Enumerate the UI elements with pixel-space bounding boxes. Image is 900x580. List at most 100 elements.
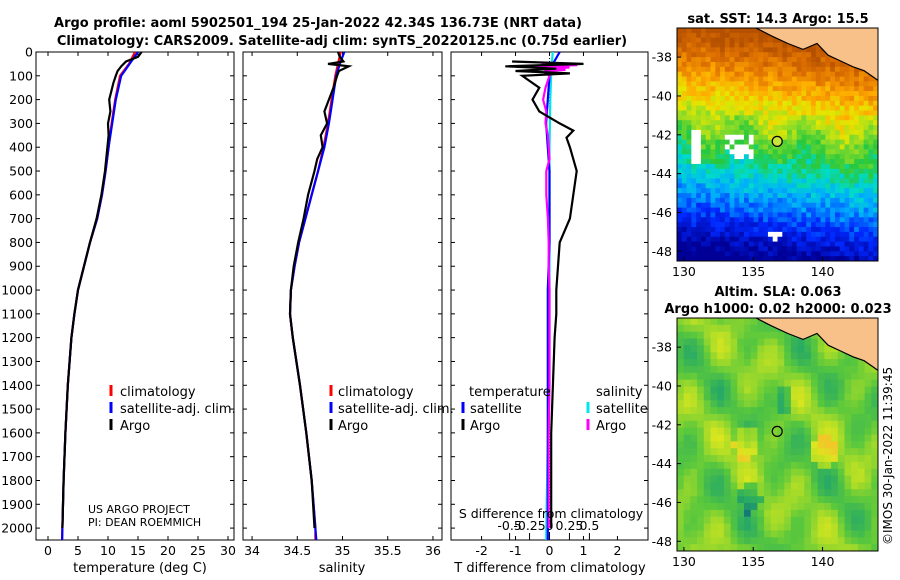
sla-map-cell <box>770 407 779 415</box>
sst-map-cell <box>791 168 798 175</box>
sla-map-cell <box>837 489 846 497</box>
sst-map-cell <box>791 66 798 73</box>
sst-map-cell <box>739 81 745 87</box>
sst-map-cell <box>700 52 707 58</box>
difference-xtick-label: 0 <box>546 543 554 558</box>
sla-map-cell <box>730 379 738 388</box>
sst-map-cell <box>734 66 740 73</box>
sla-map-cell <box>690 503 698 511</box>
sla-map-cell <box>844 461 852 470</box>
sst-map-cell <box>796 217 803 223</box>
sla-map-cell <box>717 448 725 456</box>
sla-map-cell <box>797 365 805 374</box>
sst-map-cell <box>815 202 822 209</box>
sst-map-cell <box>796 134 803 141</box>
sst-map-cell <box>767 37 774 44</box>
sla-map-cell <box>757 496 765 504</box>
sst-map-cell <box>854 149 860 155</box>
sla-map-cell <box>757 461 765 470</box>
sla-map-cell <box>764 523 772 532</box>
sst-map-cell <box>677 144 683 150</box>
sst-map-cell <box>787 222 793 228</box>
sst-map-cell <box>734 178 740 184</box>
sla-map-cell <box>744 318 752 326</box>
sla-map-cell <box>750 413 758 422</box>
sst-map-cell <box>839 207 846 214</box>
sla-map-cell <box>683 359 691 367</box>
sla-map-cell <box>837 523 846 532</box>
sst-map-cell <box>787 154 793 160</box>
sla-map-cell <box>784 345 792 353</box>
sst-map-cell <box>729 202 736 209</box>
sla-map-cell <box>857 359 866 367</box>
sst-map-cell <box>734 241 740 248</box>
sst-map-cell <box>854 120 860 126</box>
sla-map-cell <box>844 503 852 511</box>
sst-map-cell <box>696 154 702 160</box>
sla-map-cell <box>857 482 866 490</box>
sla-map-cell <box>811 413 819 422</box>
sst-map-cell <box>782 66 788 73</box>
sst-map-cell <box>677 129 683 136</box>
sla-map-cell <box>871 503 878 511</box>
sla-map-cell <box>804 372 812 381</box>
sst-map-cell <box>696 212 702 218</box>
sst-map-cell <box>791 149 798 155</box>
sst-map-cell <box>700 95 707 102</box>
sst-map-cell <box>825 144 831 150</box>
sst-map-cell <box>710 241 716 248</box>
sla-map-cell <box>790 509 799 518</box>
sla-map-cell <box>851 379 859 388</box>
sst-map-cell <box>854 251 860 257</box>
sla-map-cell <box>770 379 779 388</box>
sla-map-cell <box>851 475 859 484</box>
sst-map-cell <box>815 178 822 184</box>
sst-map-cell <box>782 86 788 92</box>
sst-map-cell <box>772 144 779 150</box>
diff-legend-s-argo: Argo <box>596 419 626 434</box>
sla-map-cell <box>857 496 866 504</box>
sst-map-cell <box>691 110 697 116</box>
sst-map-cell <box>858 71 865 78</box>
sst-map-cell <box>758 66 764 73</box>
sst-map-cell <box>834 110 841 116</box>
sst-map-cell <box>710 193 716 199</box>
temperature-ytick-label: 1100 <box>1 306 33 321</box>
sst-map-cell <box>858 81 865 87</box>
sla-map-cell <box>690 441 698 449</box>
sst-map-cell <box>677 42 683 49</box>
sst-map-cell <box>767 115 774 121</box>
sla-map-cell <box>764 372 772 381</box>
sst-map-cell <box>763 241 769 248</box>
sst-map-cell <box>744 207 750 214</box>
sst-map-cell <box>820 66 826 73</box>
sst-map-cell <box>753 207 759 214</box>
sst-map-cell <box>806 100 812 107</box>
sla-map-cell <box>824 523 832 532</box>
sst-map-cell <box>744 159 750 165</box>
sla-map-cell <box>703 345 712 353</box>
sst-map-cell <box>791 188 798 194</box>
salinity-panel: 34 34.5 35 35.5 36 <box>242 51 443 558</box>
sla-map-cell <box>717 530 725 538</box>
sst-map-coastline <box>755 28 878 81</box>
sst-map-cell <box>753 86 759 92</box>
sst-map-cell <box>854 154 860 160</box>
sst-map-cell <box>763 256 769 261</box>
sst-map-cell <box>839 100 846 107</box>
sst-map-cell <box>767 212 774 218</box>
difference-stick-label: 0.25 <box>556 518 584 533</box>
sst-map-cell <box>700 37 707 44</box>
sst-map-cell <box>763 231 769 238</box>
sla-map-cell <box>824 496 832 504</box>
sst-map-cell <box>763 139 769 146</box>
sla-map-cell <box>864 441 872 449</box>
sla-map-cell <box>844 468 852 477</box>
sst-map-cell <box>801 125 807 131</box>
sst-map-cell <box>763 251 769 257</box>
sst-map-cell <box>782 95 788 102</box>
sst-map-cell <box>710 57 716 63</box>
sla-map-cell <box>757 503 765 511</box>
sla-map-cell <box>757 345 765 353</box>
sla-map-cell <box>710 503 718 511</box>
